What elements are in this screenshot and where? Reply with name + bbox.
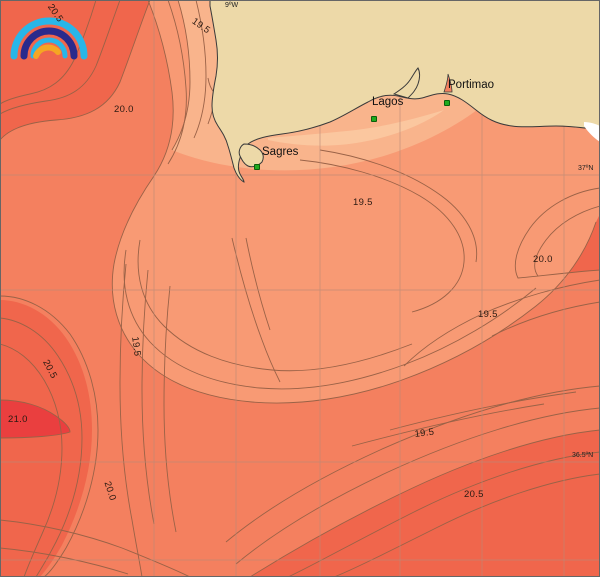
contour-19-5-finger-b bbox=[245, 237, 271, 331]
place-label-lagos: Lagos bbox=[372, 96, 404, 108]
place-marker-lagos[interactable] bbox=[371, 116, 377, 122]
contour-19-5-westline-b bbox=[141, 269, 155, 525]
contour-19-5-mid-main bbox=[111, 221, 597, 404]
rainbow-arc-outer bbox=[10, 17, 88, 60]
grid-label-36-5n: 36.5ºN bbox=[572, 452, 594, 459]
place-label-sagres: Sagres bbox=[262, 146, 299, 158]
contour-19-5-coastal-loop bbox=[299, 159, 465, 313]
contour-19-5-bottom-left bbox=[0, 519, 191, 577]
rainbow-arc-inner-blue bbox=[30, 37, 68, 59]
contour-19-5-top-a bbox=[113, 0, 174, 265]
contour-20-0-east-pocket2 bbox=[534, 205, 600, 277]
band-21-0-core bbox=[0, 400, 70, 438]
contour-21-0-core bbox=[0, 399, 71, 439]
contour-19-5-finger-a bbox=[231, 237, 281, 383]
contour-label-19-5-center: 19.5 bbox=[353, 197, 373, 208]
contour-label-20-0-nw: 20.0 bbox=[114, 104, 134, 115]
contour-19-5-south bbox=[235, 407, 600, 565]
contour-19-5-east2 bbox=[491, 301, 600, 337]
contour-19-5-westline-a bbox=[119, 263, 143, 577]
contour-19-5-mid-b bbox=[123, 249, 537, 390]
contour-19-0-top2 bbox=[193, 0, 207, 139]
contour-19-5-south2 bbox=[225, 385, 600, 543]
place-marker-sagres[interactable] bbox=[254, 164, 260, 170]
contour-19-5-south4 bbox=[351, 403, 545, 447]
contour-20-0-west bbox=[0, 295, 99, 577]
contour-label-19-5-east: 19.5 bbox=[478, 309, 498, 320]
contour-20-0-east-pocket bbox=[514, 187, 600, 279]
place-label-portimao: Portimao bbox=[448, 79, 495, 91]
landmass-portimao-estuary bbox=[443, 73, 453, 93]
contour-20-5-south2 bbox=[333, 473, 600, 577]
contour-20-5-south bbox=[287, 451, 600, 577]
contour-19-5-south3 bbox=[389, 391, 577, 431]
contour-label-20-5-south: 20.5 bbox=[464, 489, 484, 500]
place-marker-portimao[interactable] bbox=[444, 100, 450, 106]
contour-20-5-nw-inner bbox=[0, 0, 121, 115]
band-19-5-finger bbox=[232, 238, 276, 376]
grid-label-9w: 9ºW bbox=[225, 2, 239, 9]
contour-19-5-westline-c bbox=[163, 285, 177, 533]
band-20-5-west bbox=[0, 300, 92, 577]
rainbow-arc-gold bbox=[33, 44, 61, 59]
contour-20-5-west bbox=[0, 317, 83, 577]
contour-20-0-nw bbox=[0, 0, 97, 105]
land-layer bbox=[209, 0, 600, 183]
coast-gap-east bbox=[584, 122, 600, 142]
landmass-lagos-point bbox=[392, 67, 420, 99]
contour-19-5-top-b bbox=[167, 0, 187, 165]
contour-19-0-top bbox=[171, 0, 191, 151]
rainbow-logo bbox=[10, 17, 88, 60]
contour-label-20-0-east: 20.0 bbox=[533, 254, 553, 265]
grid-label-37n: 37ºN bbox=[578, 165, 594, 172]
contour-20-5-west2 bbox=[0, 343, 63, 577]
band-20-5-south bbox=[250, 430, 600, 577]
contour-19-5-coastal-loop2 bbox=[319, 149, 478, 263]
band-19-0-shelf-pocket bbox=[268, 110, 444, 146]
contour-20-0-bottom-left bbox=[0, 547, 129, 575]
contour-19-5-mid-c bbox=[137, 239, 413, 372]
rainbow-arc-middle bbox=[20, 27, 78, 60]
contour-20-5-nw bbox=[0, 0, 151, 141]
contour-label-21-0: 21.0 bbox=[8, 414, 28, 425]
